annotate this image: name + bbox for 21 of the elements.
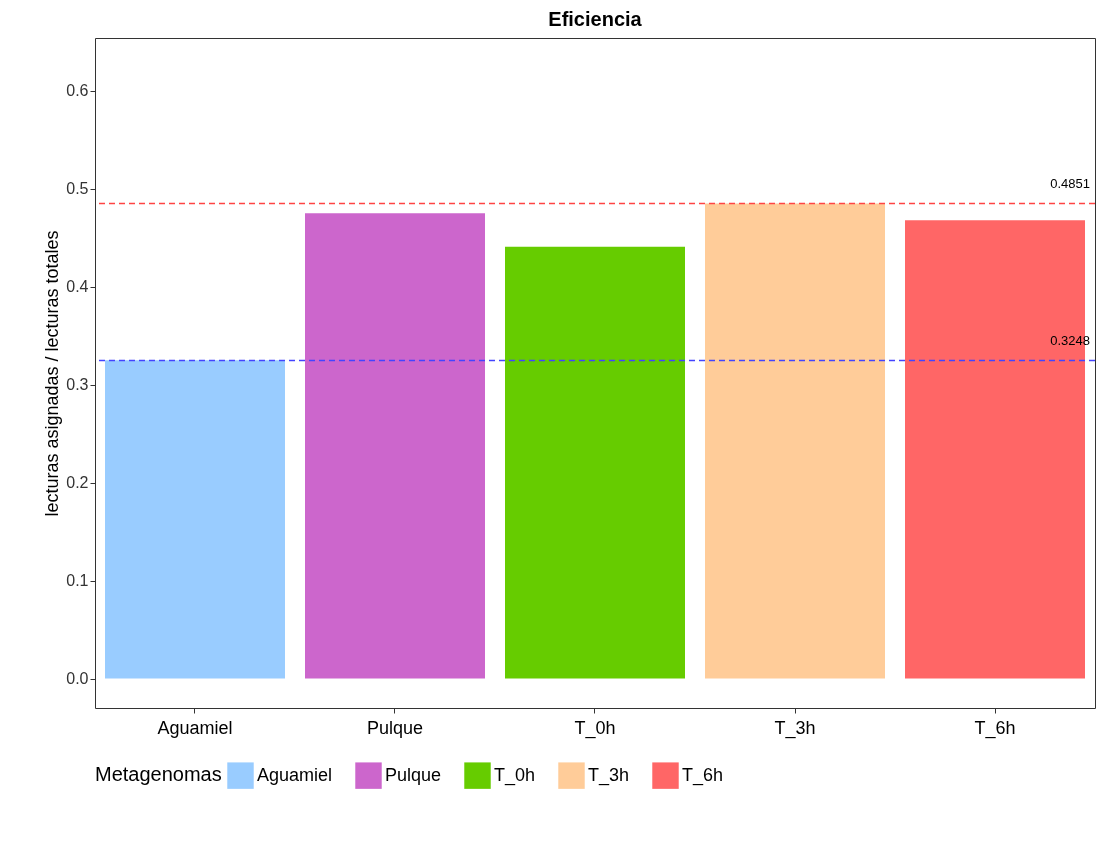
y-tick-label: 0.5 [66,180,89,198]
legend-label: Pulque [385,764,442,785]
x-tick-label: T_6h [974,717,1016,739]
chart-title: Eficiencia [548,8,643,30]
y-tick-label: 0.4 [66,278,89,296]
y-axis-title: lecturas asignadas / lecturas totales [42,230,63,517]
y-tick-label: 0.3 [66,376,89,394]
x-tick-label: Aguamiel [157,717,233,738]
y-tick-label: 0.2 [66,474,89,492]
legend-label: T_0h [494,764,536,786]
x-tick-label: T_0h [574,717,616,739]
y-tick-label: 0.1 [66,572,89,590]
x-tick-label: Pulque [366,717,424,738]
legend-title: Metagenomas [95,763,222,785]
y-tick-label: 0.6 [66,82,89,100]
y-tick-label: 0.0 [66,670,89,688]
legend-label: T_6h [682,764,724,786]
legend-label: T_3h [588,764,630,786]
legend-label: Aguamiel [257,764,333,785]
ref-line-label: 0.4851 [1050,176,1090,192]
x-tick-label: T_3h [774,717,816,739]
